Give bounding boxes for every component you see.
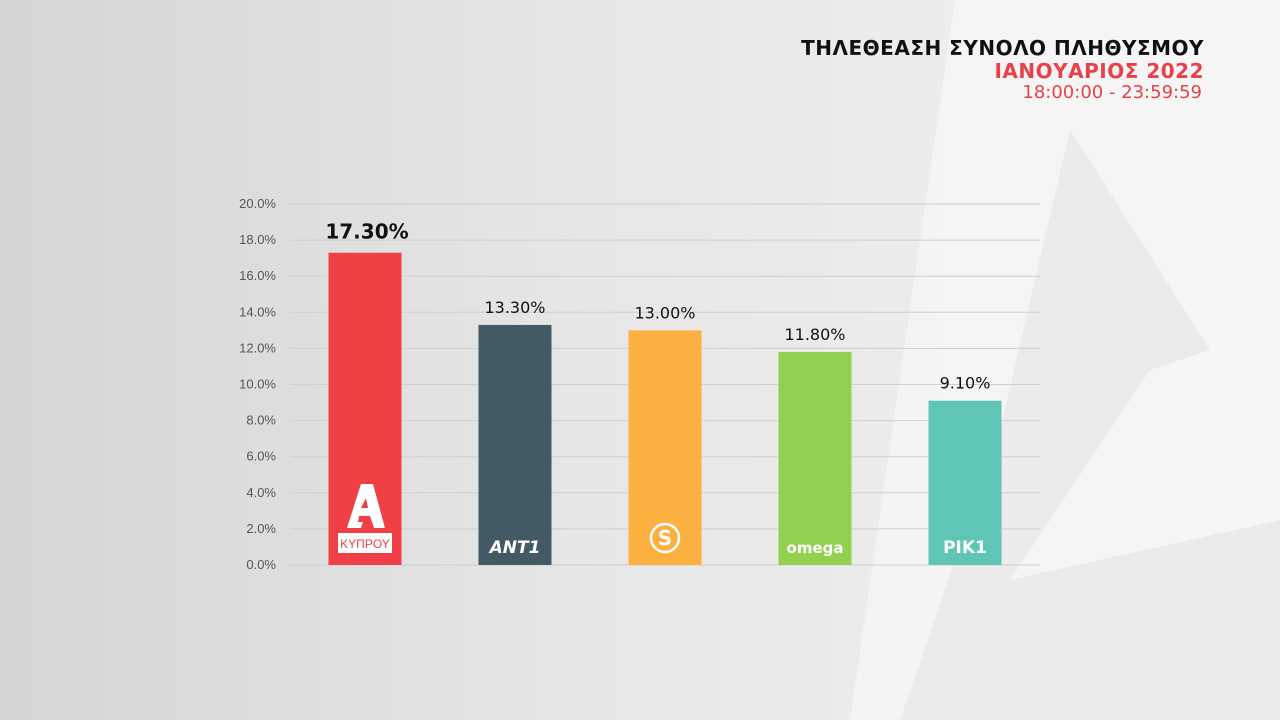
alpha-icon <box>347 484 385 528</box>
y-tick-label: 4.0% <box>246 485 276 500</box>
logo-text: ΚΥΠΡΟΥ <box>340 537 390 551</box>
data-label: 13.00% <box>634 303 695 322</box>
chart-bars <box>328 252 1002 566</box>
logo-text: ΡΙΚ1 <box>943 538 987 558</box>
chart-title: ΤΗΛΕΘΕΑΣΗ ΣΥΝΟΛΟ ΠΛΗΘΥΣΜΟΥ <box>801 36 1204 60</box>
data-labels: 17.30% 13.30% 13.00% 11.80% 9.10% <box>325 220 990 393</box>
chart-header: ΤΗΛΕΘΕΑΣΗ ΣΥΝΟΛΟ ΠΛΗΘΥΣΜΟΥ ΙΑΝΟΥΑΡΙΟΣ 20… <box>801 36 1204 104</box>
sigma-ring <box>649 522 681 554</box>
y-tick-label: 0.0% <box>246 557 276 572</box>
bar-alpha-kyprou <box>328 252 402 566</box>
y-tick-label: 8.0% <box>246 413 276 428</box>
y-tick-label: 18.0% <box>239 232 276 247</box>
y-tick-label: 6.0% <box>246 449 276 464</box>
y-tick-label: 20.0% <box>239 196 276 211</box>
bar-ant1 <box>478 324 552 565</box>
y-tick-label: 2.0% <box>246 521 276 536</box>
y-tick-label: 12.0% <box>239 340 276 355</box>
kyprou-badge <box>338 533 392 553</box>
data-label: 13.30% <box>484 298 545 317</box>
y-tick-label: 10.0% <box>239 377 276 392</box>
bar-sigma <box>628 330 702 565</box>
alpha-kyprou-logo: ΚΥΠΡΟΥ <box>338 484 392 553</box>
bar-rik1 <box>928 400 1002 565</box>
bar-omega <box>778 352 852 565</box>
chart-subtitle: ΙΑΝΟΥΑΡΙΟΣ 2022 <box>994 59 1204 83</box>
logo-text: S <box>658 526 672 550</box>
omega-logo: omega <box>787 539 844 557</box>
y-tick-label: 14.0% <box>239 304 276 319</box>
logo-text: ANT1 <box>488 538 541 558</box>
data-label: 17.30% <box>325 220 408 244</box>
y-tick-label: 16.0% <box>239 268 276 283</box>
ant1-logo: ANT1 <box>488 538 541 558</box>
y-axis-ticks: 0.0% 2.0% 4.0% 6.0% 8.0% 10.0% 12.0% 14.0% 16.0%… <box>239 196 276 572</box>
sigma-logo: S <box>649 522 681 554</box>
time-range: 18:00:00 - 23:59:59 <box>1022 82 1202 103</box>
data-label: 11.80% <box>784 325 845 344</box>
logo-text: omega <box>787 539 844 557</box>
rik1-logo: ΡΙΚ1 <box>943 538 987 558</box>
data-label: 9.10% <box>940 374 991 393</box>
